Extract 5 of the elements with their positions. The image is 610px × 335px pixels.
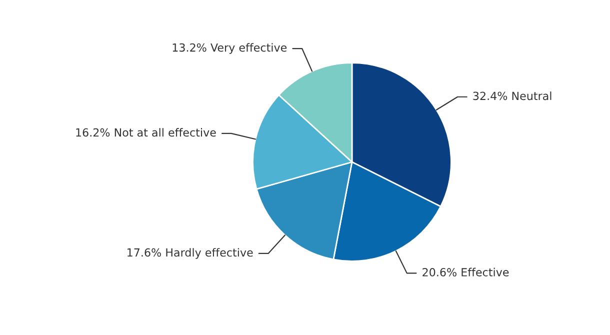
slice-label: 13.2% Very effective [172,43,287,54]
slice-label: 16.2% Not at all effective [76,128,216,137]
slice-label: 17.6% Hardly effective [128,248,253,259]
slice-label: 20.6% Effective [422,268,509,276]
slice-label: 32.4% Neutral [473,92,552,100]
